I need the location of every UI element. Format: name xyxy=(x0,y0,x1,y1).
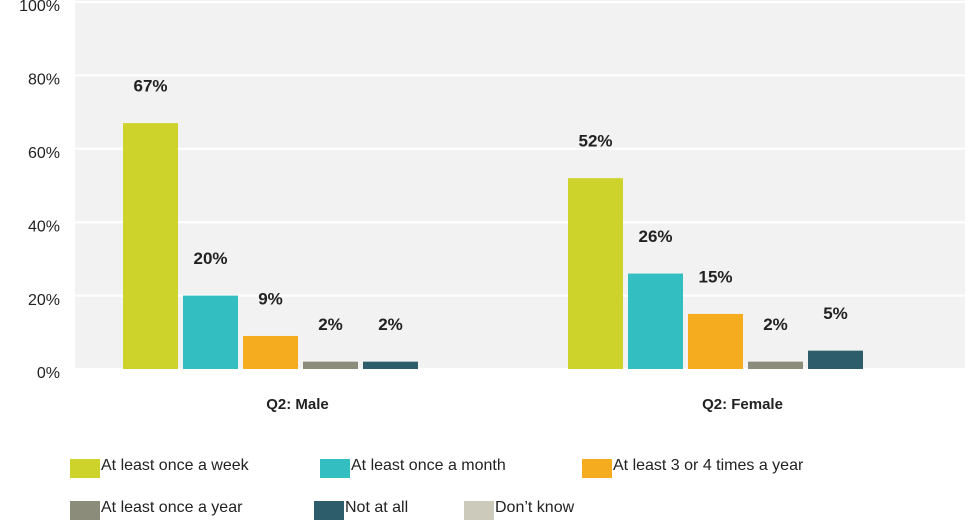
y-tick-label: 0% xyxy=(37,365,60,382)
bar xyxy=(628,273,683,369)
legend-swatch xyxy=(70,459,100,478)
value-label: 67% xyxy=(133,77,167,96)
value-label: 2% xyxy=(318,315,343,334)
legend-swatch xyxy=(70,501,100,520)
legend-swatch xyxy=(314,501,344,520)
legend-swatch xyxy=(582,459,612,478)
value-label: 2% xyxy=(378,315,403,334)
value-label: 26% xyxy=(638,227,672,246)
value-label: 15% xyxy=(698,267,732,286)
legend-label: Not at all xyxy=(345,499,408,516)
bar xyxy=(808,350,863,369)
x-tick-label: Q2: Female xyxy=(702,396,783,413)
legend-swatch xyxy=(464,501,494,520)
bar xyxy=(183,295,238,369)
legend-label: Don’t know xyxy=(495,499,575,516)
bar xyxy=(688,313,743,369)
y-tick-label: 60% xyxy=(28,145,60,162)
x-tick-label: Q2: Male xyxy=(266,396,329,413)
value-label: 20% xyxy=(193,249,227,268)
legend-label: At least once a year xyxy=(101,499,243,516)
bar xyxy=(748,361,803,369)
bar xyxy=(363,361,418,369)
legend-swatch xyxy=(320,459,350,478)
legend-label: At least 3 or 4 times a year xyxy=(613,457,804,474)
value-label: 52% xyxy=(578,132,612,151)
y-tick-label: 100% xyxy=(19,0,60,15)
bar xyxy=(303,361,358,369)
value-label: 5% xyxy=(823,304,848,323)
y-tick-label: 40% xyxy=(28,218,60,235)
y-tick-label: 20% xyxy=(28,292,60,309)
legend-label: At least once a week xyxy=(101,457,250,474)
bar xyxy=(568,178,623,369)
bar xyxy=(123,123,178,369)
legend-label: At least once a month xyxy=(351,457,506,474)
value-label: 9% xyxy=(258,289,283,308)
bar xyxy=(243,335,298,369)
value-label: 2% xyxy=(763,315,788,334)
y-tick-label: 80% xyxy=(28,72,60,89)
